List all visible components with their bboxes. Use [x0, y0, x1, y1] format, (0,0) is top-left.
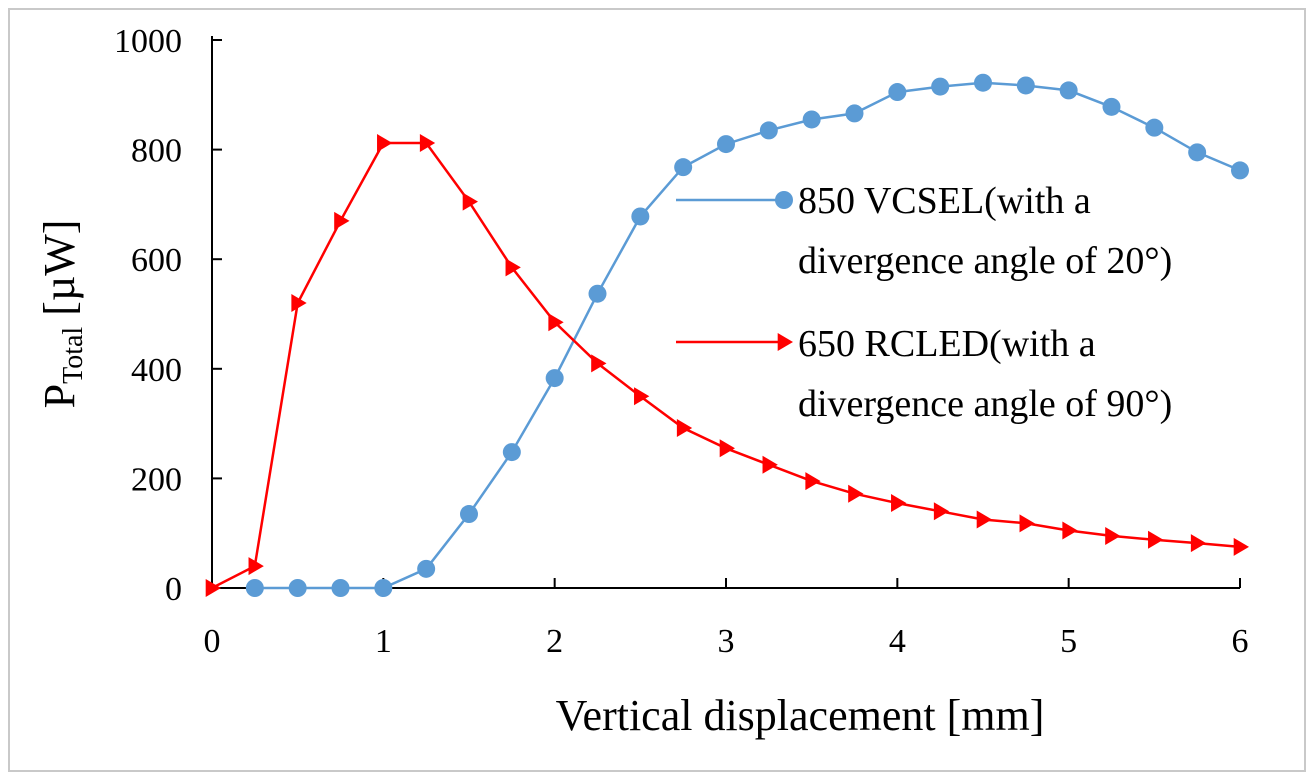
x-tick-label: 2: [546, 623, 563, 660]
point-rcled: [634, 387, 650, 406]
axis-ticks: 0 200 400 600 800 1000 0 1 2 3 4 5 6: [114, 23, 1249, 660]
point-rcled: [933, 502, 950, 521]
point-vcsel: [245, 579, 264, 597]
point-rcled: [591, 354, 607, 373]
point-rcled: [248, 557, 264, 576]
point-rcled: [334, 211, 350, 230]
point-vcsel: [1102, 97, 1121, 116]
point-vcsel: [759, 121, 778, 140]
point-rcled: [805, 472, 821, 491]
point-vcsel: [1231, 161, 1249, 180]
point-rcled: [205, 579, 221, 597]
y-tick-label: 400: [131, 352, 182, 389]
point-vcsel: [417, 559, 436, 578]
point-rcled: [891, 494, 907, 513]
legend-vcsel-marker: [775, 191, 793, 209]
x-tick-label: 5: [1060, 623, 1077, 660]
point-vcsel: [588, 284, 607, 303]
point-vcsel: [374, 579, 393, 597]
point-rcled: [505, 258, 521, 277]
axes: [211, 36, 1240, 589]
legend: 850 VCSEL(with a divergence angle of 20°…: [676, 180, 1172, 425]
point-vcsel: [545, 369, 564, 388]
y-tick-label: 200: [131, 461, 182, 498]
point-rcled: [1148, 530, 1164, 549]
point-vcsel: [974, 73, 992, 92]
point-vcsel: [1016, 76, 1035, 95]
point-rcled: [1190, 534, 1207, 553]
point-rcled: [419, 134, 436, 153]
chart-frame: [8, 8, 1306, 772]
legend-rcled-label-line1: 650 RCLED(with a: [798, 323, 1096, 365]
point-rcled: [291, 294, 307, 313]
legend-vcsel-label-line2: divergence angle of 20°): [798, 240, 1172, 282]
y-axis-label-subscript: Total: [58, 327, 89, 384]
x-tick-label: 6: [1232, 623, 1249, 660]
point-vcsel: [460, 505, 478, 524]
point-vcsel: [331, 579, 350, 597]
point-rcled: [548, 313, 564, 332]
y-tick-label: 600: [131, 242, 182, 279]
point-rcled: [1019, 514, 1035, 533]
point-rcled: [1233, 537, 1249, 556]
y-tick-label: 1000: [114, 23, 182, 60]
point-rcled: [976, 510, 992, 529]
x-tick-label: 1: [375, 623, 392, 660]
point-rcled: [762, 455, 778, 474]
point-vcsel: [1059, 81, 1078, 100]
point-vcsel: [502, 443, 521, 462]
point-rcled: [462, 192, 478, 211]
point-rcled: [848, 484, 864, 503]
x-tick-label: 0: [204, 623, 221, 660]
legend-item-rcled: 650 RCLED(with a divergence angle of 90°…: [676, 323, 1172, 425]
x-axis-label: Vertical displacement [mm]: [556, 691, 1045, 740]
point-rcled: [676, 418, 693, 437]
y-axis-label-unit: [µW]: [35, 220, 84, 327]
x-tick-label: 4: [889, 623, 906, 660]
x-tick-label: 3: [718, 623, 735, 660]
point-vcsel: [1145, 118, 1164, 137]
y-tick-label: 800: [131, 133, 182, 170]
point-vcsel: [288, 579, 307, 597]
point-vcsel: [631, 207, 650, 226]
y-axis-label: PTotal [µW]: [35, 220, 89, 409]
point-vcsel: [888, 83, 907, 102]
point-rcled: [1105, 526, 1121, 545]
legend-item-vcsel: 850 VCSEL(with a divergence angle of 20°…: [676, 180, 1172, 282]
point-vcsel: [845, 104, 864, 123]
legend-rcled-marker: [777, 333, 793, 351]
legend-vcsel-label-line1: 850 VCSEL(with a: [798, 180, 1091, 222]
point-vcsel: [1188, 143, 1207, 162]
point-vcsel: [802, 110, 821, 129]
y-axis-label-main: P: [35, 384, 84, 408]
point-vcsel: [674, 158, 693, 177]
series-layer: [205, 73, 1249, 597]
point-vcsel: [931, 77, 950, 96]
legend-rcled-label-line2: divergence angle of 90°): [798, 383, 1172, 425]
point-rcled: [377, 134, 393, 153]
y-tick-label: 0: [165, 571, 182, 608]
point-rcled: [719, 439, 735, 458]
point-vcsel: [717, 135, 735, 154]
point-rcled: [1062, 521, 1078, 540]
